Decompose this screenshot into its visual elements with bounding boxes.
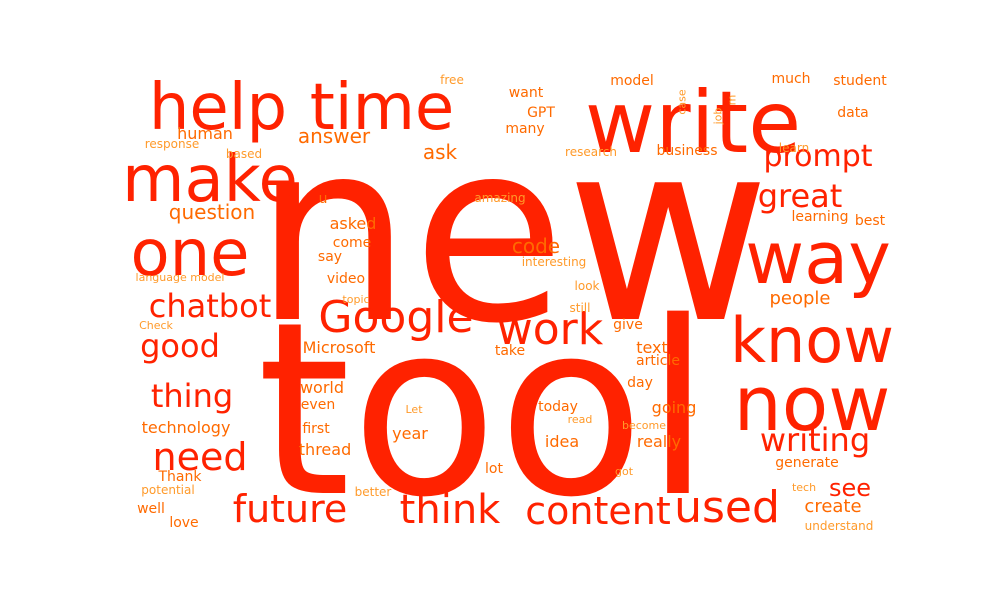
cloud-word-student: student (833, 73, 887, 89)
cloud-word-question: question (168, 200, 256, 224)
cloud-word-first: first (302, 421, 330, 437)
cloud-word-based: based (225, 147, 263, 161)
cloud-word-much: much (771, 71, 811, 87)
cloud-word-people: people (769, 288, 831, 309)
cloud-word-really: really (636, 432, 682, 451)
cloud-word-need: need (152, 435, 248, 479)
cloud-word-used: used (674, 482, 780, 533)
cloud-word-generate: generate (775, 455, 839, 471)
cloud-word-lot: lot (485, 461, 503, 477)
cloud-word-make: make (122, 143, 298, 217)
cloud-word-tech: tech (791, 481, 817, 494)
cloud-word-see: see (828, 474, 872, 502)
cloud-word-think: think (399, 487, 501, 533)
cloud-word-time: time (309, 71, 455, 145)
cloud-word-thing: thing (150, 377, 234, 415)
cloud-word-good: good (140, 327, 220, 365)
cloud-word-free: free (440, 73, 464, 87)
cloud-word-case: case (675, 89, 689, 115)
cloud-word-chatbot: chatbot (148, 287, 272, 325)
cloud-word-answer: answer (297, 124, 371, 148)
cloud-word-ask: ask (422, 140, 458, 164)
cloud-word-code: code (511, 234, 561, 258)
cloud-word-year: year (392, 424, 428, 443)
cloud-word-data: data (837, 105, 869, 121)
cloud-word-help: help (148, 71, 288, 145)
cloud-word-response: response (144, 137, 200, 151)
cloud-word-interesting: interesting (521, 255, 587, 269)
cloud-word-look: look (574, 279, 600, 293)
cloud-word-even: even (300, 397, 336, 413)
cloud-word-language-model: language model (135, 271, 225, 284)
cloud-word-one: one (130, 217, 250, 291)
cloud-word-tool: tool (256, 270, 712, 550)
cloud-word-now: now (733, 359, 891, 448)
cloud-word-write: write (584, 73, 802, 173)
cloud-word-day: day (627, 375, 653, 391)
cloud-word-prompt: prompt (763, 139, 873, 174)
cloud-word-let: Let (405, 403, 423, 416)
cloud-word-want: want (508, 85, 544, 101)
cloud-word-model: model (610, 73, 654, 89)
cloud-word-potential: potential (141, 483, 195, 497)
cloud-word-well: well (137, 501, 165, 517)
cloud-word-job: job (711, 107, 725, 125)
cloud-word-got: got (614, 465, 634, 478)
cloud-word-topic: topic (342, 293, 370, 306)
cloud-word-read: read (567, 413, 593, 426)
cloud-word-understand: understand (804, 519, 874, 533)
cloud-word-come: come (332, 235, 372, 251)
cloud-word-research: research (565, 145, 617, 159)
cloud-word-today: today (538, 399, 578, 415)
cloud-word-love: love (169, 515, 199, 531)
cloud-word-know: know (730, 304, 894, 377)
cloud-word-article: article (636, 353, 680, 369)
cloud-word-gpt: GPT (527, 105, 555, 121)
cloud-word-best: best (854, 213, 886, 229)
cloud-word-idea: idea (544, 432, 580, 451)
cloud-word-going: going (651, 398, 697, 417)
cloud-word-many: many (505, 121, 545, 137)
cloud-word-say: say (317, 249, 343, 265)
cloud-word-still: still (569, 301, 591, 315)
cloud-word-human: human (177, 124, 233, 143)
cloud-word-future: future (232, 487, 348, 531)
cloud-word-create: create (804, 496, 862, 517)
cloud-word-google: Google (318, 292, 474, 343)
cloud-word-learn: learn (778, 141, 810, 155)
cloud-word-u: u (318, 191, 328, 207)
cloud-word-text: text (636, 338, 668, 357)
cloud-word-thank: Thank (158, 469, 202, 485)
cloud-word-content: content (525, 489, 671, 533)
cloud-word-technology: technology (141, 418, 231, 437)
cloud-word-better: better (354, 485, 392, 499)
cloud-word-m: m (725, 94, 739, 106)
cloud-word-world: world (299, 378, 345, 397)
cloud-word-check: Check (139, 319, 173, 332)
cloud-word-become: become (621, 419, 667, 432)
cloud-word-work: work (496, 304, 604, 355)
cloud-word-way: way (745, 216, 891, 300)
cloud-word-microsoft: Microsoft (302, 338, 376, 357)
cloud-word-give: give (613, 317, 643, 333)
cloud-word-new: new (253, 87, 771, 378)
cloud-word-writing: writing (759, 421, 871, 459)
cloud-word-learning: learning (791, 209, 849, 225)
cloud-word-business: business (656, 143, 718, 159)
cloud-word-amazing: amazing (474, 191, 526, 205)
cloud-word-great: great (757, 177, 843, 215)
cloud-word-take: take (494, 343, 526, 359)
cloud-word-thread: thread (298, 440, 352, 459)
cloud-word-asked: asked (329, 214, 377, 233)
cloud-word-video: video (326, 271, 366, 287)
